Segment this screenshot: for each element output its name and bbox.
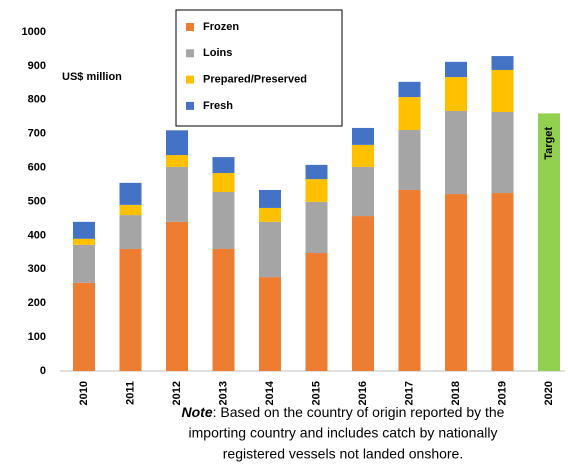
y-axis-label: US$ million <box>62 71 122 83</box>
legend-swatch <box>186 101 194 110</box>
bar-segment <box>445 77 467 111</box>
bar-segment <box>212 173 235 193</box>
bar-segment <box>491 112 514 194</box>
y-tick-label: 0 <box>40 365 46 377</box>
bar-segment <box>166 130 188 156</box>
y-tick-label: 500 <box>28 195 46 207</box>
y-tick-label: 800 <box>28 94 46 106</box>
x-tick-label: 2010 <box>78 381 90 405</box>
legend-label: Frozen <box>203 21 239 33</box>
legend-swatch <box>186 49 194 58</box>
bar-segment <box>212 192 235 249</box>
bar-segment <box>491 69 514 113</box>
note-line: Note: Based on the country of origin rep… <box>182 404 505 420</box>
x-tick-label: 2019 <box>496 381 508 405</box>
legend-label: Fresh <box>203 100 233 112</box>
x-tick-label: 2011 <box>124 381 136 405</box>
y-tick-label: 1000 <box>22 26 46 38</box>
bar-segment <box>398 81 421 98</box>
y-tick-label: 100 <box>28 331 46 343</box>
x-tick-label: 2015 <box>310 381 322 405</box>
bar-segment <box>119 215 142 249</box>
bar-segment <box>352 127 374 145</box>
bar-segment <box>352 216 374 371</box>
legend-swatch <box>186 75 194 84</box>
x-tick-label: 2020 <box>543 381 555 405</box>
legend-label: Loins <box>203 47 232 59</box>
y-tick-label: 700 <box>28 128 46 140</box>
bar-segment <box>352 144 374 167</box>
bar-segment <box>166 155 188 167</box>
bar-segment <box>445 110 467 195</box>
x-tick-label: 2013 <box>217 381 229 405</box>
y-tick-label: 900 <box>28 60 46 72</box>
bar-segment <box>259 277 281 371</box>
note-text: : Based on the country of origin reporte… <box>213 404 505 420</box>
bar-segment <box>166 166 188 222</box>
x-tick-label: 2014 <box>264 380 276 405</box>
note-label: Note <box>182 404 213 420</box>
bar-segment <box>166 221 188 371</box>
bar-segment <box>305 253 328 371</box>
bar-segment <box>73 238 95 245</box>
x-tick-label: 2016 <box>357 381 369 405</box>
legend-label: Prepared/Preserved <box>203 74 307 86</box>
legend-box <box>175 9 343 127</box>
bar-segment <box>398 189 421 371</box>
bar-segment <box>305 201 328 254</box>
bar-segment <box>259 189 281 208</box>
bar-segment <box>212 248 235 371</box>
bar-segment <box>259 221 281 278</box>
bar-segment <box>305 164 328 180</box>
y-tick-label: 600 <box>28 162 46 174</box>
bar-segment <box>398 97 421 130</box>
y-tick-label: 400 <box>28 229 46 241</box>
bar-segment <box>119 204 142 216</box>
bar-segment <box>305 179 328 202</box>
note-line: importing country and includes catch by … <box>189 425 498 441</box>
bar-segment <box>119 182 142 205</box>
bar-segment <box>398 129 421 190</box>
bar-segment <box>119 248 142 371</box>
bar-segment <box>491 193 514 371</box>
legend-swatch <box>186 23 194 31</box>
target-label: Target <box>543 127 555 160</box>
bar-segment <box>259 207 281 222</box>
bar-segment <box>212 157 235 174</box>
note-line: registered vessels not landed onshore. <box>223 446 463 462</box>
bar-segment <box>73 221 95 239</box>
x-tick-label: 2017 <box>403 381 415 405</box>
bar-segment <box>352 166 374 217</box>
x-tick-label: 2012 <box>171 381 183 405</box>
bar-segment <box>445 194 467 371</box>
target-bar <box>538 113 560 372</box>
bar-segment <box>491 56 514 70</box>
bar-segment <box>445 61 467 78</box>
bar-segment <box>73 244 95 283</box>
y-tick-label: 200 <box>28 297 46 309</box>
x-tick-label: 2018 <box>450 381 462 405</box>
bar-segment <box>73 282 95 371</box>
y-tick-label: 300 <box>28 263 46 275</box>
